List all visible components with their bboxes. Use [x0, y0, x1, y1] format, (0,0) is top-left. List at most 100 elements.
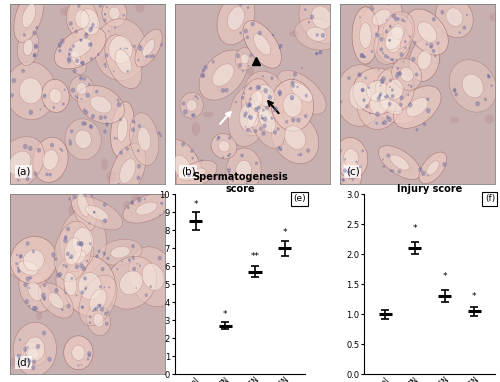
Text: (b): (b) [181, 167, 196, 176]
Circle shape [80, 61, 84, 66]
Circle shape [72, 28, 74, 29]
Circle shape [364, 76, 367, 80]
Circle shape [304, 94, 308, 97]
Circle shape [125, 192, 128, 194]
Circle shape [88, 42, 92, 47]
Ellipse shape [28, 348, 39, 359]
Ellipse shape [90, 289, 97, 302]
Ellipse shape [14, 322, 56, 376]
Ellipse shape [199, 50, 248, 100]
Ellipse shape [8, 151, 31, 175]
Circle shape [364, 100, 365, 102]
Circle shape [72, 44, 75, 48]
Circle shape [10, 93, 14, 97]
Circle shape [248, 115, 253, 120]
Circle shape [116, 2, 117, 4]
Ellipse shape [48, 293, 64, 308]
Circle shape [362, 98, 366, 102]
Circle shape [272, 34, 274, 36]
Circle shape [235, 101, 237, 104]
Circle shape [17, 179, 20, 182]
Ellipse shape [6, 253, 51, 284]
Ellipse shape [418, 22, 436, 42]
Circle shape [15, 262, 18, 265]
Circle shape [336, 160, 340, 164]
Text: *: * [223, 309, 228, 319]
Circle shape [80, 61, 84, 65]
Circle shape [355, 160, 358, 163]
Circle shape [250, 21, 254, 26]
Circle shape [131, 244, 135, 248]
Circle shape [488, 74, 490, 78]
Circle shape [212, 60, 214, 63]
Circle shape [64, 236, 68, 240]
Ellipse shape [344, 149, 358, 167]
Circle shape [137, 164, 141, 168]
Circle shape [204, 65, 208, 70]
Circle shape [82, 77, 86, 81]
Circle shape [70, 277, 74, 280]
Circle shape [299, 152, 302, 156]
Ellipse shape [93, 313, 104, 327]
Ellipse shape [390, 155, 409, 170]
Circle shape [116, 99, 119, 102]
Circle shape [389, 79, 392, 82]
Ellipse shape [68, 39, 92, 57]
Circle shape [360, 88, 364, 92]
Ellipse shape [73, 251, 86, 264]
Circle shape [246, 103, 250, 108]
Circle shape [17, 267, 20, 270]
Ellipse shape [376, 67, 414, 112]
Circle shape [104, 18, 106, 22]
Ellipse shape [360, 23, 372, 49]
Ellipse shape [86, 206, 108, 221]
Circle shape [384, 0, 388, 3]
Circle shape [127, 206, 130, 209]
Circle shape [144, 293, 148, 297]
Circle shape [336, 156, 340, 159]
Circle shape [172, 280, 174, 284]
Circle shape [158, 131, 161, 135]
Title: Spermatogenesis
score: Spermatogenesis score [192, 172, 288, 194]
Ellipse shape [90, 289, 106, 312]
Circle shape [336, 156, 339, 159]
Ellipse shape [22, 3, 36, 28]
Circle shape [240, 154, 244, 157]
Circle shape [452, 88, 456, 92]
Circle shape [248, 65, 250, 67]
Ellipse shape [235, 47, 254, 70]
Circle shape [396, 58, 398, 61]
Circle shape [389, 26, 392, 28]
Circle shape [68, 53, 71, 56]
Circle shape [41, 293, 46, 298]
Circle shape [360, 53, 364, 58]
Circle shape [134, 188, 136, 190]
Circle shape [240, 31, 242, 34]
Circle shape [106, 123, 108, 125]
Circle shape [484, 98, 487, 101]
Circle shape [116, 183, 121, 188]
Ellipse shape [79, 275, 117, 326]
Circle shape [137, 149, 140, 152]
Circle shape [389, 86, 391, 88]
Circle shape [74, 95, 76, 97]
Circle shape [25, 358, 27, 360]
Circle shape [358, 73, 360, 76]
Circle shape [80, 263, 84, 268]
Circle shape [33, 53, 36, 57]
Circle shape [136, 287, 137, 289]
Circle shape [43, 296, 46, 299]
Circle shape [304, 8, 306, 11]
Circle shape [88, 354, 90, 357]
Circle shape [42, 297, 45, 301]
Circle shape [426, 42, 428, 45]
Circle shape [385, 94, 389, 99]
Circle shape [90, 43, 92, 46]
Text: *: * [194, 200, 198, 209]
Ellipse shape [248, 66, 254, 76]
Text: (f): (f) [485, 194, 495, 204]
Circle shape [427, 174, 429, 176]
Circle shape [70, 129, 73, 133]
Title: Injury score: Injury score [397, 184, 462, 194]
Ellipse shape [42, 79, 70, 112]
